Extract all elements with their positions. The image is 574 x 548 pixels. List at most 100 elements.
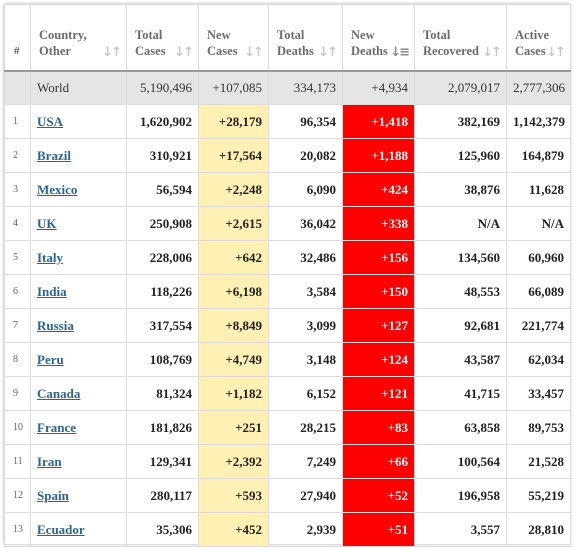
new-cases-cell: +4,749: [198, 342, 269, 377]
sort-arrows-icon[interactable]: ↓↑: [174, 45, 194, 60]
sort-arrows-icon[interactable]: ↓↑: [482, 45, 502, 60]
header-new-deaths[interactable]: New Deaths ↓≡: [342, 4, 415, 72]
header-index[interactable]: #: [4, 4, 31, 72]
header-label: New Cases: [207, 28, 238, 58]
new-deaths-cell: +124: [342, 342, 415, 377]
header-total-cases[interactable]: Total Cases ↓↑: [126, 4, 199, 72]
total-deaths-cell: 3,148: [268, 342, 343, 377]
country-cell: India: [30, 274, 127, 309]
new-cases-cell: +17,564: [198, 138, 269, 173]
header-label: Total Deaths: [277, 28, 314, 58]
country-link[interactable]: Ecuador: [37, 521, 85, 537]
total-cases-cell: 250,908: [126, 206, 199, 241]
country-link[interactable]: Russia: [37, 317, 74, 333]
total-deaths-cell: 27,940: [268, 478, 343, 513]
total-cases-cell: 181,826: [126, 410, 199, 445]
total-cases-cell: 118,226: [126, 274, 199, 309]
active-cases-cell: N/A: [506, 206, 571, 241]
total-deaths-cell: 2,939: [268, 512, 343, 547]
table-row: 10 France 181,826 +251 28,215 +83 63,858 89,753: [4, 410, 571, 445]
total-cases-cell: 280,117: [126, 478, 199, 513]
total-deaths-cell: 6,152: [268, 376, 343, 411]
sort-arrows-icon[interactable]: ↓↑: [546, 45, 566, 60]
total-deaths-cell: 36,042: [268, 206, 343, 241]
total-cases-cell: 228,006: [126, 240, 199, 275]
country-link[interactable]: India: [37, 283, 67, 299]
active-cases-cell: 11,628: [506, 172, 571, 207]
row-index: 13: [4, 512, 31, 547]
new-deaths-cell: +83: [342, 410, 415, 445]
total-deaths-cell: 7,249: [268, 444, 343, 479]
total-cases-cell: 310,921: [126, 138, 199, 173]
new-deaths-cell: +150: [342, 274, 415, 309]
world-row: World 5,190,496 +107,085 334,173 +4,934 …: [4, 70, 571, 105]
new-deaths-cell: +121: [342, 376, 415, 411]
row-index: 5: [4, 240, 31, 275]
total-recovered-cell: 38,876: [414, 172, 507, 207]
country-cell: Mexico: [30, 172, 127, 207]
table-row: 7 Russia 317,554 +8,849 3,099 +127 92,681 221,7…: [4, 308, 571, 343]
total-recovered-cell: 382,169: [414, 104, 507, 139]
row-index: 6: [4, 274, 31, 309]
new-deaths-cell: +51: [342, 512, 415, 547]
table-row: 8 Peru 108,769 +4,749 3,148 +124 43,587 62,034: [4, 342, 571, 377]
total-deaths-cell: 96,354: [268, 104, 343, 139]
total-deaths-cell: 20,082: [268, 138, 343, 173]
world-new-deaths: +4,934: [342, 70, 415, 105]
new-deaths-cell: +52: [342, 478, 415, 513]
country-link[interactable]: USA: [37, 113, 64, 129]
country-cell: Spain: [30, 478, 127, 513]
row-index: [4, 70, 31, 105]
world-new-cases: +107,085: [198, 70, 269, 105]
total-recovered-cell: 63,858: [414, 410, 507, 445]
new-cases-cell: +1,182: [198, 376, 269, 411]
new-cases-cell: +8,849: [198, 308, 269, 343]
total-deaths-cell: 28,215: [268, 410, 343, 445]
total-recovered-cell: 134,560: [414, 240, 507, 275]
sort-arrows-icon[interactable]: ↓↑: [318, 45, 338, 60]
total-cases-cell: 56,594: [126, 172, 199, 207]
header-total-deaths[interactable]: Total Deaths ↓↑: [268, 4, 343, 72]
active-cases-cell: 21,528: [506, 444, 571, 479]
header-active-cases[interactable]: Active Cases ↓↑: [506, 4, 571, 72]
total-recovered-cell: 43,587: [414, 342, 507, 377]
active-cases-cell: 55,219: [506, 478, 571, 513]
active-cases-cell: 164,879: [506, 138, 571, 173]
country-link[interactable]: Brazil: [37, 147, 71, 163]
country-cell: Italy: [30, 240, 127, 275]
country-link[interactable]: France: [37, 419, 76, 435]
new-cases-cell: +6,198: [198, 274, 269, 309]
sort-arrows-icon[interactable]: ↓↑: [102, 45, 122, 60]
sort-desc-icon[interactable]: ↓≡: [390, 45, 410, 60]
total-cases-cell: 129,341: [126, 444, 199, 479]
new-cases-cell: +452: [198, 512, 269, 547]
active-cases-cell: 28,810: [506, 512, 571, 547]
header-label: New Deaths: [351, 28, 388, 58]
new-cases-cell: +593: [198, 478, 269, 513]
new-cases-cell: +28,179: [198, 104, 269, 139]
sort-arrows-icon[interactable]: ↓↑: [244, 45, 264, 60]
header-total-recovered[interactable]: Total Recovered ↓↑: [414, 4, 507, 72]
total-recovered-cell: 92,681: [414, 308, 507, 343]
country-link[interactable]: Mexico: [37, 181, 78, 197]
country-link[interactable]: Canada: [37, 385, 81, 401]
table-row: 2 Brazil 310,921 +17,564 20,082 +1,188 125,960…: [4, 138, 571, 173]
total-recovered-cell: 196,958: [414, 478, 507, 513]
country-cell: Canada: [30, 376, 127, 411]
country-link[interactable]: UK: [37, 215, 57, 231]
header-new-cases[interactable]: New Cases ↓↑: [198, 4, 269, 72]
country-link[interactable]: Iran: [37, 453, 62, 469]
country-cell: USA: [30, 104, 127, 139]
country-cell: Peru: [30, 342, 127, 377]
total-cases-cell: 317,554: [126, 308, 199, 343]
new-deaths-cell: +338: [342, 206, 415, 241]
total-cases-cell: 1,620,902: [126, 104, 199, 139]
country-link[interactable]: Spain: [37, 487, 69, 503]
country-link[interactable]: Italy: [37, 249, 63, 265]
world-name: World: [30, 70, 127, 105]
table-row: 6 India 118,226 +6,198 3,584 +150 48,553 66,089: [4, 274, 571, 309]
world-active-cases: 2,777,306: [506, 70, 571, 105]
row-index: 2: [4, 138, 31, 173]
header-country[interactable]: Country, Other ↓↑: [30, 4, 127, 72]
country-link[interactable]: Peru: [37, 351, 64, 367]
